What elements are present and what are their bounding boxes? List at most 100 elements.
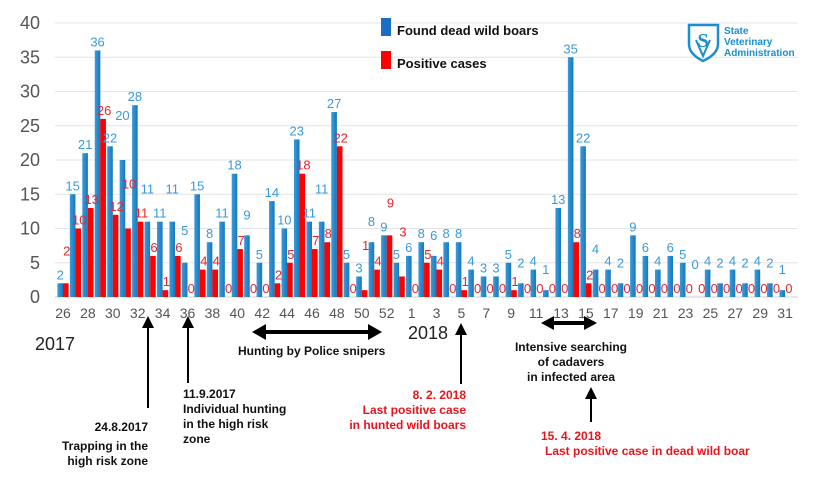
data-label-positive: 0 xyxy=(760,281,767,296)
bar-found xyxy=(169,221,176,297)
bar-found xyxy=(368,242,375,297)
data-label-positive: 11 xyxy=(135,206,149,221)
x-tick-label: 32 xyxy=(130,305,146,321)
annotation-date: 15. 4. 2018 xyxy=(541,429,602,443)
bar-found xyxy=(406,255,412,297)
data-label-found: 9 xyxy=(380,219,387,234)
legend-label-positive: Positive cases xyxy=(397,56,487,71)
x-tick-label: 1 xyxy=(408,305,416,321)
bar-found xyxy=(493,276,499,297)
data-label-found: 4 xyxy=(604,254,611,269)
x-tick-label: 3 xyxy=(433,305,441,321)
data-label-found: 3 xyxy=(492,260,499,275)
x-tick-label: 25 xyxy=(703,305,719,321)
data-label-found: 22 xyxy=(576,130,590,145)
bar-found xyxy=(630,235,636,297)
bar-found xyxy=(754,269,761,297)
bar-found xyxy=(132,105,138,297)
y-tick-label: 0 xyxy=(30,287,40,307)
data-label-positive: 4 xyxy=(437,254,444,269)
bar-found xyxy=(331,112,337,297)
bar-found xyxy=(306,221,312,297)
bar-found xyxy=(767,283,773,297)
data-label-found: 8 xyxy=(418,226,425,241)
bar-positive xyxy=(100,118,106,298)
x-tick-label: 7 xyxy=(482,305,490,321)
bar-found xyxy=(94,50,101,298)
bar-found xyxy=(256,262,263,297)
x-tick-label: 31 xyxy=(777,305,793,321)
data-label-positive: 0 xyxy=(474,281,481,296)
data-label-found: 4 xyxy=(729,254,736,269)
data-label-positive: 0 xyxy=(499,281,506,296)
logo-line: Veterinary xyxy=(724,37,773,48)
bar-found xyxy=(293,139,300,297)
data-label-positive: 1 xyxy=(511,274,518,289)
x-tick-label: 38 xyxy=(205,305,221,321)
bar-positive xyxy=(361,290,368,297)
data-label-found: 11 xyxy=(166,182,180,197)
annotation-date: 11.9.2017 xyxy=(183,387,236,401)
data-label-found: 9 xyxy=(629,219,636,234)
bar-found xyxy=(269,201,275,297)
data-label-positive: 0 xyxy=(735,281,742,296)
data-label-found: 15 xyxy=(65,178,79,193)
y-tick-label: 35 xyxy=(20,47,40,67)
data-label-found: 4 xyxy=(530,254,537,269)
x-tick-label: 30 xyxy=(105,305,121,321)
data-label-found: 9 xyxy=(243,207,250,222)
data-label-positive: 0 xyxy=(623,281,630,296)
logo-line: Administration xyxy=(724,48,795,59)
data-label-positive: 0 xyxy=(262,281,269,296)
annotation-police-snipers: Hunting by Police snipers xyxy=(238,344,386,358)
data-label-found: 5 xyxy=(679,247,686,262)
double-arrow-police xyxy=(252,324,382,340)
bar-found xyxy=(219,221,225,297)
bar-positive xyxy=(573,242,580,297)
bar-positive xyxy=(112,214,119,297)
bar-found xyxy=(679,262,686,297)
annotation-line: in the high risk xyxy=(183,417,269,431)
logo-line: State xyxy=(724,26,749,37)
bar-found xyxy=(729,269,736,297)
year-2017-label: 2017 xyxy=(35,334,76,354)
data-label-positive: 0 xyxy=(412,281,419,296)
data-label-positive: 1 xyxy=(462,274,469,289)
data-label-positive: 2 xyxy=(63,243,70,258)
bar-positive xyxy=(299,173,306,297)
data-label-found: 4 xyxy=(592,242,599,257)
data-label-positive: 0 xyxy=(785,281,792,296)
annotation-line: Individual hunting xyxy=(183,402,287,416)
data-label-positive: 8 xyxy=(325,226,332,241)
y-tick-label: 20 xyxy=(20,150,40,170)
bar-found xyxy=(605,269,611,297)
bar-found xyxy=(567,57,574,297)
x-tick-label: 28 xyxy=(80,305,96,321)
annotation-line: Last positive case xyxy=(362,403,466,417)
data-label-found: 5 xyxy=(393,247,400,262)
bar-positive xyxy=(374,269,380,297)
x-tick-label: 17 xyxy=(603,305,619,321)
x-tick-label: 48 xyxy=(329,305,345,321)
data-label-positive: 7 xyxy=(312,233,319,248)
bar-found xyxy=(580,146,586,297)
bar-found xyxy=(480,276,487,297)
x-tick-label: 52 xyxy=(379,305,395,321)
bar-positive xyxy=(150,255,156,297)
x-tick-label: 29 xyxy=(752,305,768,321)
bar-found xyxy=(592,269,599,297)
data-label-positive: 0 xyxy=(723,281,730,296)
data-label-found: 15 xyxy=(190,178,204,193)
bar-positive xyxy=(312,249,318,297)
bar-positive xyxy=(125,228,131,297)
bar-found xyxy=(518,283,524,297)
bar-found xyxy=(181,262,188,297)
y-tick-label: 25 xyxy=(20,116,40,136)
data-label-found: 2 xyxy=(617,255,624,270)
data-label-positive: 2 xyxy=(586,267,593,282)
data-label-positive: 6 xyxy=(150,240,157,255)
bar-found xyxy=(82,153,88,297)
data-label-found: 36 xyxy=(90,34,104,49)
data-label-found: 6 xyxy=(430,228,437,243)
bar-found xyxy=(667,255,674,297)
